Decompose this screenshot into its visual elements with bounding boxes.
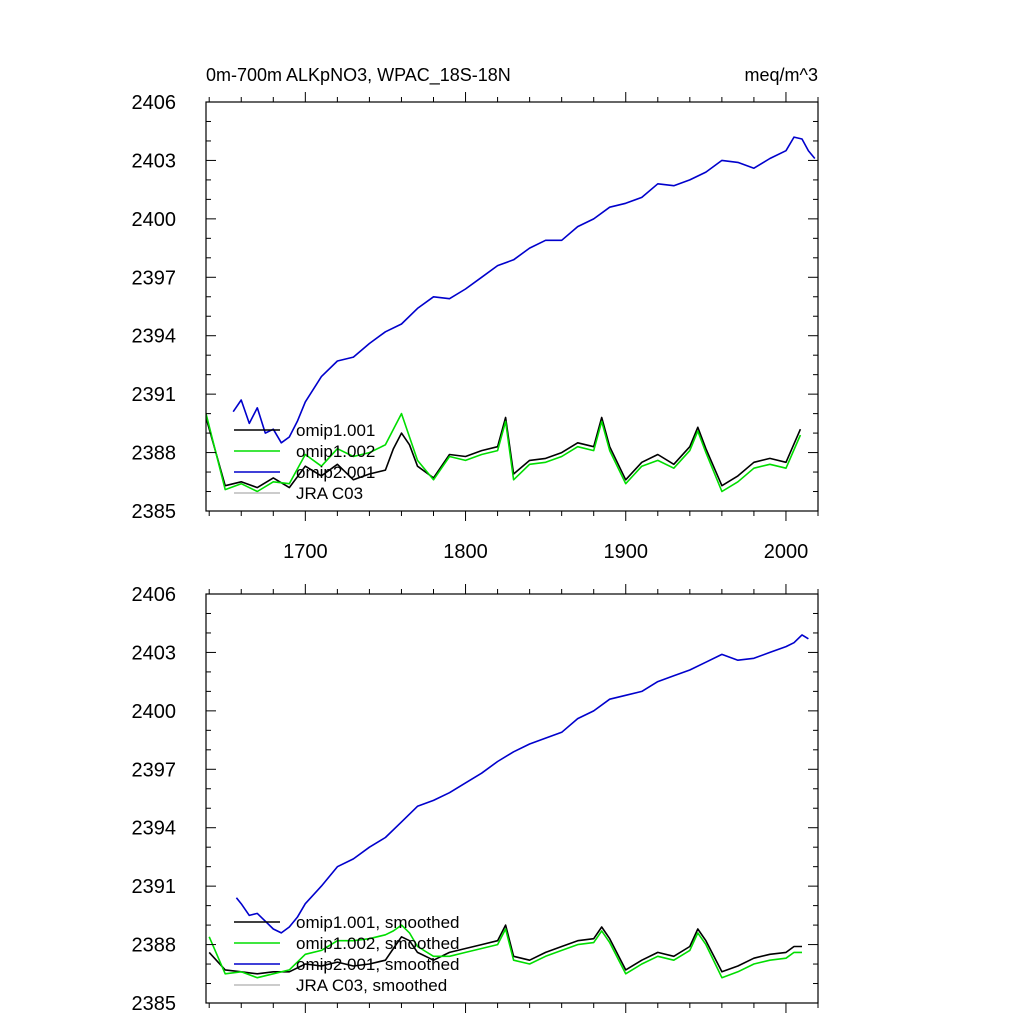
y-tick-label: 2400 <box>132 701 177 723</box>
y-tick-label: 2385 <box>132 501 177 523</box>
series-group <box>206 136 816 493</box>
series-line-3 <box>235 634 809 934</box>
y-tick-label: 2400 <box>132 209 177 231</box>
series-line-1 <box>208 924 802 975</box>
legend-label-4: JRA C03, smoothed <box>296 976 447 995</box>
plot-frame <box>205 593 819 1004</box>
legend-label-2: omip1.002, smoothed <box>296 934 460 953</box>
plot-frame <box>205 101 819 512</box>
y-tick-label: 2388 <box>132 443 177 465</box>
y-tick-label: 2385 <box>132 993 177 1015</box>
chart-title: 0m-700m ALKpNO3, WPAC_18S-18N <box>206 65 511 86</box>
y-tick-label: 2391 <box>132 876 177 898</box>
y-tick-label: 2391 <box>132 384 177 406</box>
y-tick-label: 2403 <box>132 150 177 172</box>
x-tick-label: 2000 <box>764 541 809 563</box>
top-panel: 2385 2388 2391 2394 2397 2400 2403 2406 1700 1800… <box>132 92 819 563</box>
legend-label-2: omip1.002 <box>296 442 375 461</box>
y-tick-label: 2406 <box>132 584 177 606</box>
y-tick-label: 2394 <box>132 326 177 348</box>
legend-label-3: omip2.001 <box>296 463 375 482</box>
y-tick-label: 2403 <box>132 642 177 664</box>
legend-label-3: omip2.001, smoothed <box>296 955 460 974</box>
series-line-1 <box>206 416 802 489</box>
y-tick-label: 2406 <box>132 92 177 114</box>
x-tick-label: 1900 <box>603 541 648 563</box>
y-tick-label: 2394 <box>132 818 177 840</box>
y-tick-label: 2397 <box>132 267 177 289</box>
x-tick-label: 1700 <box>283 541 328 563</box>
series-line-3 <box>232 136 816 444</box>
series-line-2 <box>206 412 802 493</box>
legend-label-1: omip1.001, smoothed <box>296 913 460 932</box>
legend-label-4: JRA C03 <box>296 484 363 503</box>
bottom-panel: 2385 2388 2391 2394 2397 2400 2403 2406 omip1.00… <box>132 584 819 1015</box>
series-group <box>208 634 809 979</box>
series-line-2 <box>208 924 802 979</box>
legend-label-1: omip1.001 <box>296 421 375 440</box>
x-tick-label: 1800 <box>443 541 488 563</box>
y-tick-label: 2397 <box>132 759 177 781</box>
units-label: meq/m^3 <box>745 65 818 85</box>
y-tick-label: 2388 <box>132 935 177 957</box>
